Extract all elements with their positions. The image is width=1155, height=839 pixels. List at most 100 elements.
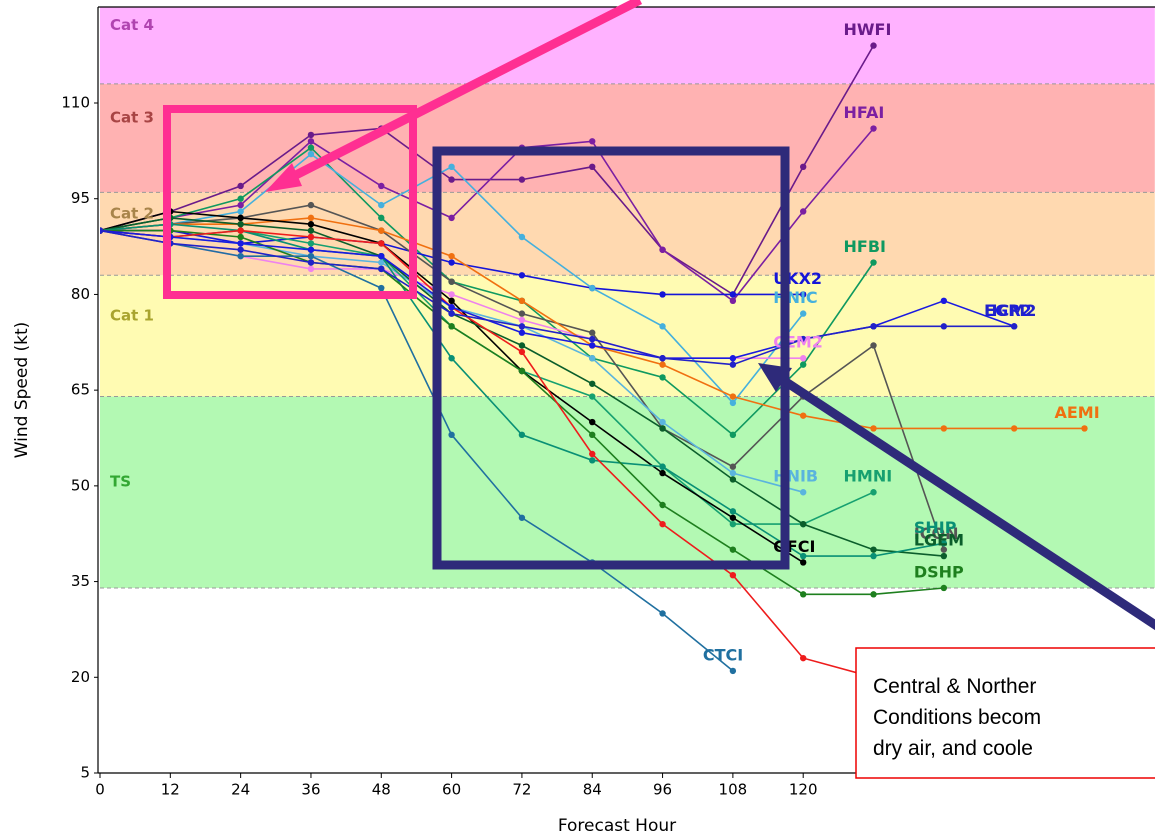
x-tick-label: 0 [95, 781, 105, 799]
y-tick-label: 20 [71, 668, 90, 686]
data-point [729, 361, 737, 368]
data-point [800, 412, 807, 419]
x-tick-label: 96 [653, 781, 672, 799]
data-point [1081, 425, 1088, 432]
data-point [307, 240, 315, 247]
data-point [729, 393, 737, 400]
data-point [237, 201, 244, 209]
data-point [237, 208, 244, 215]
data-point [589, 335, 596, 343]
data-point [940, 584, 948, 592]
series-line [100, 146, 875, 436]
data-point [378, 284, 385, 292]
category-band [100, 83, 1155, 193]
data-point [589, 355, 596, 362]
data-point [729, 399, 737, 407]
data-point [307, 201, 315, 209]
highlight-box [432, 146, 790, 570]
series-label: HWFI [844, 20, 892, 39]
data-point [940, 425, 948, 432]
data-point [1010, 323, 1018, 330]
series-label: HCM2 [984, 301, 1036, 320]
x-tick-label: 72 [512, 781, 531, 799]
data-point [448, 252, 455, 260]
x-tick-label: 48 [372, 781, 391, 799]
data-point [589, 163, 596, 171]
series-label: ICON [914, 524, 959, 543]
data-point [448, 323, 455, 330]
data-point [589, 418, 596, 426]
data-point [518, 176, 526, 183]
data-point [729, 520, 737, 528]
data-point [518, 342, 526, 349]
data-point [518, 514, 526, 521]
data-point [237, 233, 244, 241]
series-line [100, 229, 734, 672]
category-band [100, 7, 1155, 84]
arrow-head [758, 363, 792, 392]
y-tick-label: 80 [71, 285, 90, 303]
data-point [448, 176, 455, 183]
category-band [100, 396, 1155, 588]
data-point [307, 265, 315, 273]
data-point [378, 259, 385, 266]
data-point [800, 355, 807, 362]
y-tick-label: 110 [61, 94, 90, 112]
annotation-box [855, 647, 1155, 779]
data-point [729, 463, 737, 470]
data-point [800, 489, 807, 496]
data-point [378, 227, 385, 234]
data-point [729, 514, 737, 521]
data-point [589, 284, 596, 292]
data-point [307, 227, 315, 234]
data-point [870, 425, 877, 432]
data-point [589, 342, 596, 349]
data-point [378, 252, 385, 260]
data-point [870, 489, 877, 496]
data-point [237, 214, 244, 222]
data-point [378, 182, 385, 190]
data-point [518, 367, 526, 375]
data-point [237, 227, 244, 234]
data-point [378, 240, 385, 247]
series-label: HNIB [773, 467, 818, 486]
y-tick-label: 50 [71, 476, 90, 494]
data-point [659, 323, 666, 330]
data-point [589, 393, 596, 400]
series-label: HFAI [844, 103, 885, 122]
data-point [729, 546, 737, 553]
data-point [448, 303, 455, 311]
band-label: TS [110, 473, 131, 491]
data-point [870, 42, 877, 49]
data-point [448, 291, 455, 298]
data-point [659, 374, 666, 381]
x-axis-title: Forecast Hour [558, 816, 676, 836]
highlight-box [163, 105, 417, 299]
data-point [800, 361, 807, 368]
data-point [237, 252, 244, 260]
data-point [100, 227, 104, 234]
data-point [518, 323, 526, 330]
data-point [870, 546, 877, 553]
data-point [659, 246, 666, 253]
series-label: AEMI [1054, 403, 1099, 422]
data-point [659, 463, 666, 470]
data-point [870, 323, 877, 330]
data-point [518, 316, 526, 324]
y-tick-label: 35 [71, 572, 90, 590]
data-point [940, 297, 948, 305]
data-point [870, 259, 877, 266]
series-label: SHIP [914, 518, 957, 537]
data-point [307, 221, 315, 228]
data-point [307, 214, 315, 222]
series-label: LGEM [914, 531, 964, 550]
data-point [729, 297, 737, 305]
data-point [448, 297, 455, 305]
data-point [307, 233, 315, 241]
data-point [518, 329, 526, 336]
arrow [777, 374, 1155, 631]
data-point [237, 246, 244, 253]
data-point [237, 240, 244, 247]
data-point [518, 431, 526, 439]
